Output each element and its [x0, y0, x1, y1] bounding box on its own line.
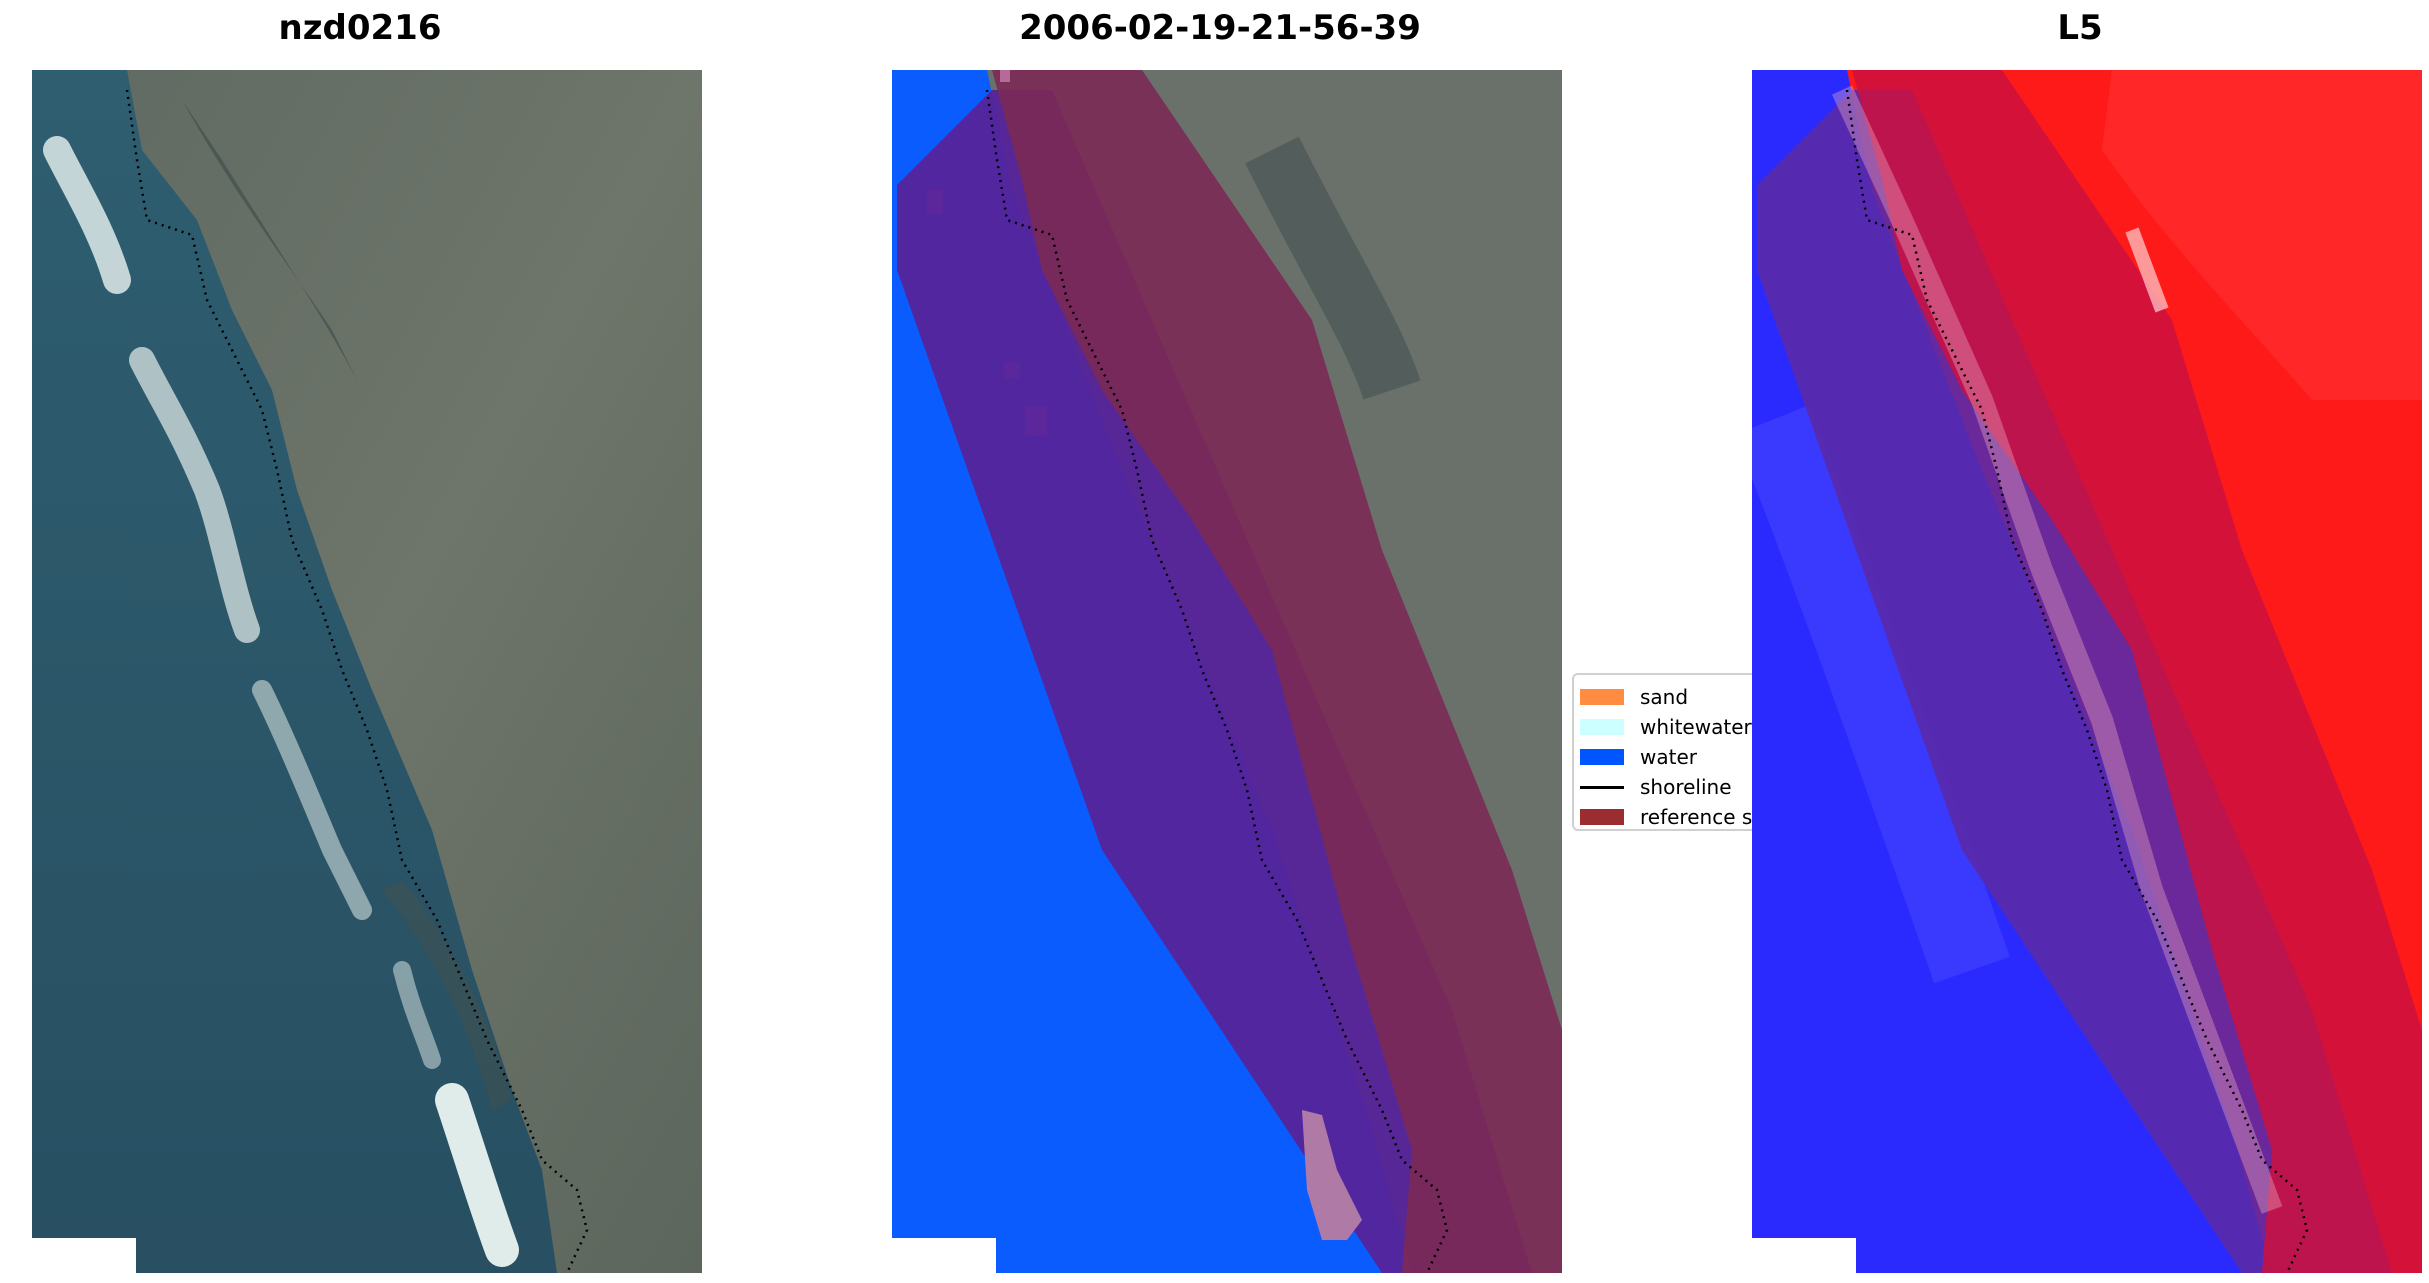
- water-swatch: [1580, 749, 1624, 765]
- rgb-image-panel: [32, 70, 702, 1273]
- legend-item-shoreline: shoreline: [1580, 773, 1732, 801]
- legend-label: reference s: [1640, 805, 1753, 829]
- legend-label: shoreline: [1640, 775, 1732, 799]
- reference-swatch: [1580, 809, 1624, 825]
- legend-item-reference: reference s: [1580, 803, 1753, 829]
- legend-label: whitewater: [1640, 715, 1752, 739]
- shoreline-swatch: [1580, 785, 1624, 789]
- whitewater-swatch: [1580, 719, 1624, 735]
- legend-item-whitewater: whitewater: [1580, 713, 1752, 741]
- legend-item-water: water: [1580, 743, 1697, 771]
- legend-label: sand: [1640, 685, 1689, 709]
- legend-item-sand: sand: [1580, 683, 1688, 711]
- index-panel: [1752, 70, 2422, 1273]
- panel-title-image: nzd0216: [278, 8, 442, 48]
- legend: sand whitewater water shoreline referenc…: [1572, 673, 1758, 831]
- legend-label: water: [1640, 745, 1697, 769]
- panel-title-index: L5: [2057, 8, 2103, 48]
- panel-title-classification: 2006-02-19-21-56-39: [1019, 8, 1421, 48]
- classification-panel: [892, 70, 1562, 1273]
- sand-swatch: [1580, 689, 1624, 705]
